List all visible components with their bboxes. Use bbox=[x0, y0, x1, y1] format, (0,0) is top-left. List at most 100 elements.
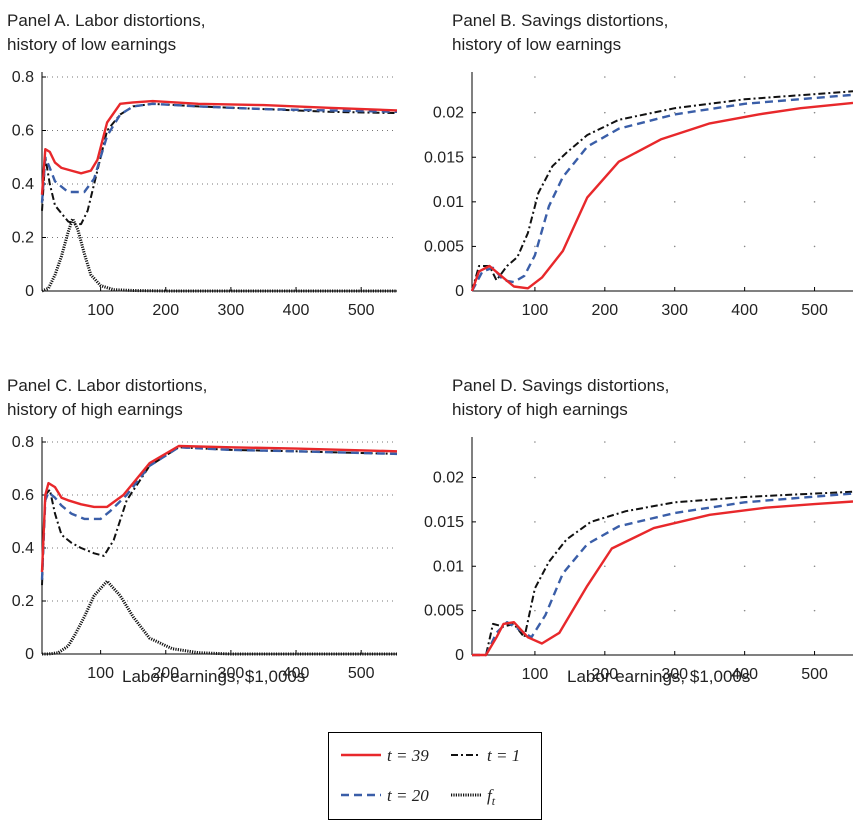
y-tick-label: 0.8 bbox=[12, 434, 34, 451]
x-tick-label: 400 bbox=[731, 302, 758, 319]
x-tick-label: 100 bbox=[87, 302, 114, 319]
grid-dot bbox=[813, 245, 816, 248]
grid-dot bbox=[673, 565, 676, 568]
y-tick-label: 0 bbox=[455, 647, 464, 664]
y-tick-label: 0.005 bbox=[424, 603, 464, 620]
series-line-ft bbox=[42, 579, 397, 656]
y-tick-label: 0.02 bbox=[433, 105, 464, 122]
legend-label-ft: ft bbox=[487, 786, 496, 808]
series-line-t20 bbox=[40, 446, 398, 580]
grid-dot bbox=[743, 245, 746, 248]
x-tick-label: 300 bbox=[218, 665, 245, 682]
grid-dot bbox=[673, 201, 676, 203]
y-tick-label: 0.005 bbox=[424, 238, 464, 255]
x-tick-label: 300 bbox=[661, 666, 688, 683]
panel-c-chart: 0 0.2 0.4 0.6 0.8 100 200 300 400 500 bbox=[12, 434, 398, 682]
grid-dot bbox=[813, 201, 816, 203]
grid-dot bbox=[813, 565, 816, 568]
grid-dot bbox=[534, 521, 536, 523]
grid-dot bbox=[813, 111, 816, 114]
grid-dot bbox=[534, 476, 536, 479]
panel-d-x-axis-label: Labor earnings, $1,000s bbox=[567, 667, 751, 686]
series-line-t20 bbox=[40, 102, 398, 203]
grid-dot bbox=[673, 609, 676, 612]
grid-dot bbox=[673, 245, 676, 248]
grid-dot bbox=[604, 441, 606, 443]
grid-dot bbox=[534, 441, 536, 443]
grid-dot bbox=[534, 111, 536, 114]
panel-b-chart: 0 0.005 0.01 0.015 0.02 100 200 300 400 500 bbox=[424, 72, 853, 319]
series-line-t1 bbox=[41, 102, 398, 226]
x-tick-label: 500 bbox=[348, 665, 375, 682]
y-tick-label: 0.4 bbox=[12, 540, 34, 557]
legend-label-t20: t = 20 bbox=[387, 786, 429, 805]
grid-dot bbox=[813, 441, 816, 443]
panel-b-title-line2: history of low earnings bbox=[452, 35, 622, 54]
x-tick-label: 200 bbox=[591, 302, 618, 319]
grid-dot bbox=[604, 521, 606, 523]
series-line-t39 bbox=[40, 444, 398, 572]
y-tick-label: 0.02 bbox=[433, 470, 464, 487]
series-line-t20 bbox=[472, 492, 853, 657]
grid-dot bbox=[534, 76, 536, 78]
y-tick-label: 0.8 bbox=[12, 69, 34, 86]
series-line-t39 bbox=[472, 500, 853, 657]
series-line-t1 bbox=[471, 90, 853, 292]
grid-dot bbox=[813, 76, 816, 78]
grid-dot bbox=[743, 156, 746, 159]
y-tick-label: 0.015 bbox=[424, 149, 464, 166]
grid-dot bbox=[743, 76, 746, 78]
panel-d: Panel D. Savings distortions, history of… bbox=[420, 365, 853, 695]
panel-c-x-axis-label: Labor earnings, $1,000s bbox=[122, 667, 306, 686]
x-tick-label: 200 bbox=[152, 665, 179, 682]
x-tick-label: 200 bbox=[152, 302, 179, 319]
grid-dot bbox=[743, 609, 746, 612]
panel-a-title-line1: Panel A. Labor distortions, bbox=[7, 11, 206, 30]
grid-dot bbox=[604, 565, 606, 568]
grid-dot bbox=[673, 156, 676, 159]
panel-a: Panel A. Labor distortions, history of l… bbox=[0, 0, 420, 330]
legend-label-t39: t = 39 bbox=[387, 746, 429, 765]
grid-dot bbox=[604, 156, 606, 159]
panel-d-chart: 0 0.005 0.01 0.015 0.02 100 200 300 400 500 bbox=[424, 437, 853, 683]
y-tick-label: 0.01 bbox=[433, 194, 464, 211]
panel-c: Panel C. Labor distortions, history of h… bbox=[0, 365, 420, 695]
grid-dot bbox=[604, 76, 606, 78]
grid-dot bbox=[813, 609, 816, 612]
y-tick-label: 0 bbox=[25, 646, 34, 663]
x-tick-label: 100 bbox=[87, 665, 114, 682]
grid-dot bbox=[813, 476, 816, 479]
x-tick-label: 200 bbox=[591, 666, 618, 683]
series-line-t39 bbox=[470, 101, 853, 292]
x-tick-label: 400 bbox=[731, 666, 758, 683]
x-tick-label: 100 bbox=[522, 302, 549, 319]
grid-dot bbox=[673, 76, 676, 78]
panel-c-title-line2: history of high earnings bbox=[7, 400, 183, 419]
x-tick-label: 400 bbox=[283, 665, 310, 682]
legend: t = 39 t = 1 t = 20 ft bbox=[328, 732, 542, 820]
grid-dot bbox=[673, 111, 676, 114]
grid-dot bbox=[743, 111, 746, 114]
x-tick-label: 500 bbox=[801, 666, 828, 683]
legend-label-t1: t = 1 bbox=[487, 746, 520, 765]
grid-dot bbox=[534, 565, 536, 568]
panel-a-title-line2: history of low earnings bbox=[7, 35, 177, 54]
grid-dot bbox=[534, 156, 536, 159]
series-line-ft bbox=[41, 217, 397, 293]
y-tick-label: 0 bbox=[455, 283, 464, 300]
series-line-t1 bbox=[472, 490, 853, 656]
y-tick-label: 0 bbox=[25, 283, 34, 300]
grid-dot bbox=[673, 441, 676, 443]
grid-dot bbox=[673, 476, 676, 479]
panel-b-title-line1: Panel B. Savings distortions, bbox=[452, 11, 669, 30]
grid-dot bbox=[743, 476, 746, 479]
x-tick-label: 500 bbox=[348, 302, 375, 319]
panel-a-chart: 0 0.2 0.4 0.6 0.8 100 200 300 400 500 bbox=[12, 69, 398, 319]
panel-c-title-line1: Panel C. Labor distortions, bbox=[7, 376, 208, 395]
grid-dot bbox=[743, 201, 746, 203]
grid-dot bbox=[534, 245, 536, 248]
grid-dot bbox=[813, 156, 816, 159]
grid-dot bbox=[604, 609, 606, 612]
grid-dot bbox=[534, 609, 536, 612]
panel-d-title-line1: Panel D. Savings distortions, bbox=[452, 376, 670, 395]
